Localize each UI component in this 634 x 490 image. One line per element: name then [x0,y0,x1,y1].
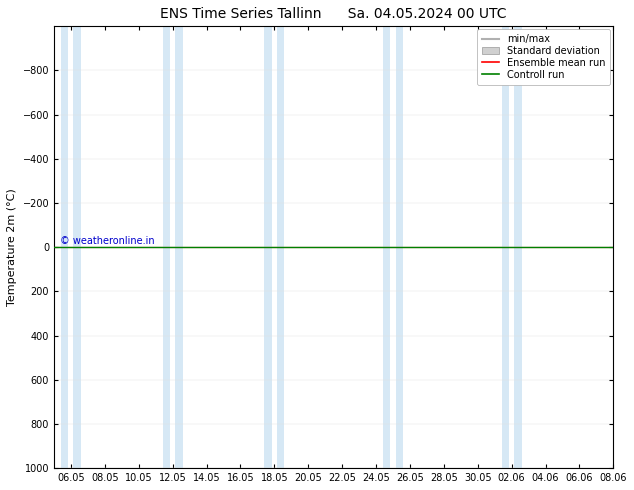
Bar [383,26,391,468]
Text: © weatheronline.in: © weatheronline.in [60,236,154,245]
Bar [61,26,68,468]
Bar [163,26,170,468]
Bar [514,26,522,468]
Bar [175,26,183,468]
Bar [74,26,81,468]
Bar [396,26,403,468]
Legend: min/max, Standard deviation, Ensemble mean run, Controll run: min/max, Standard deviation, Ensemble me… [477,29,611,85]
Bar [501,26,509,468]
Bar [264,26,272,468]
Y-axis label: Temperature 2m (°C): Temperature 2m (°C) [7,188,17,306]
Bar [277,26,284,468]
Title: ENS Time Series Tallinn      Sa. 04.05.2024 00 UTC: ENS Time Series Tallinn Sa. 04.05.2024 0… [160,7,507,21]
